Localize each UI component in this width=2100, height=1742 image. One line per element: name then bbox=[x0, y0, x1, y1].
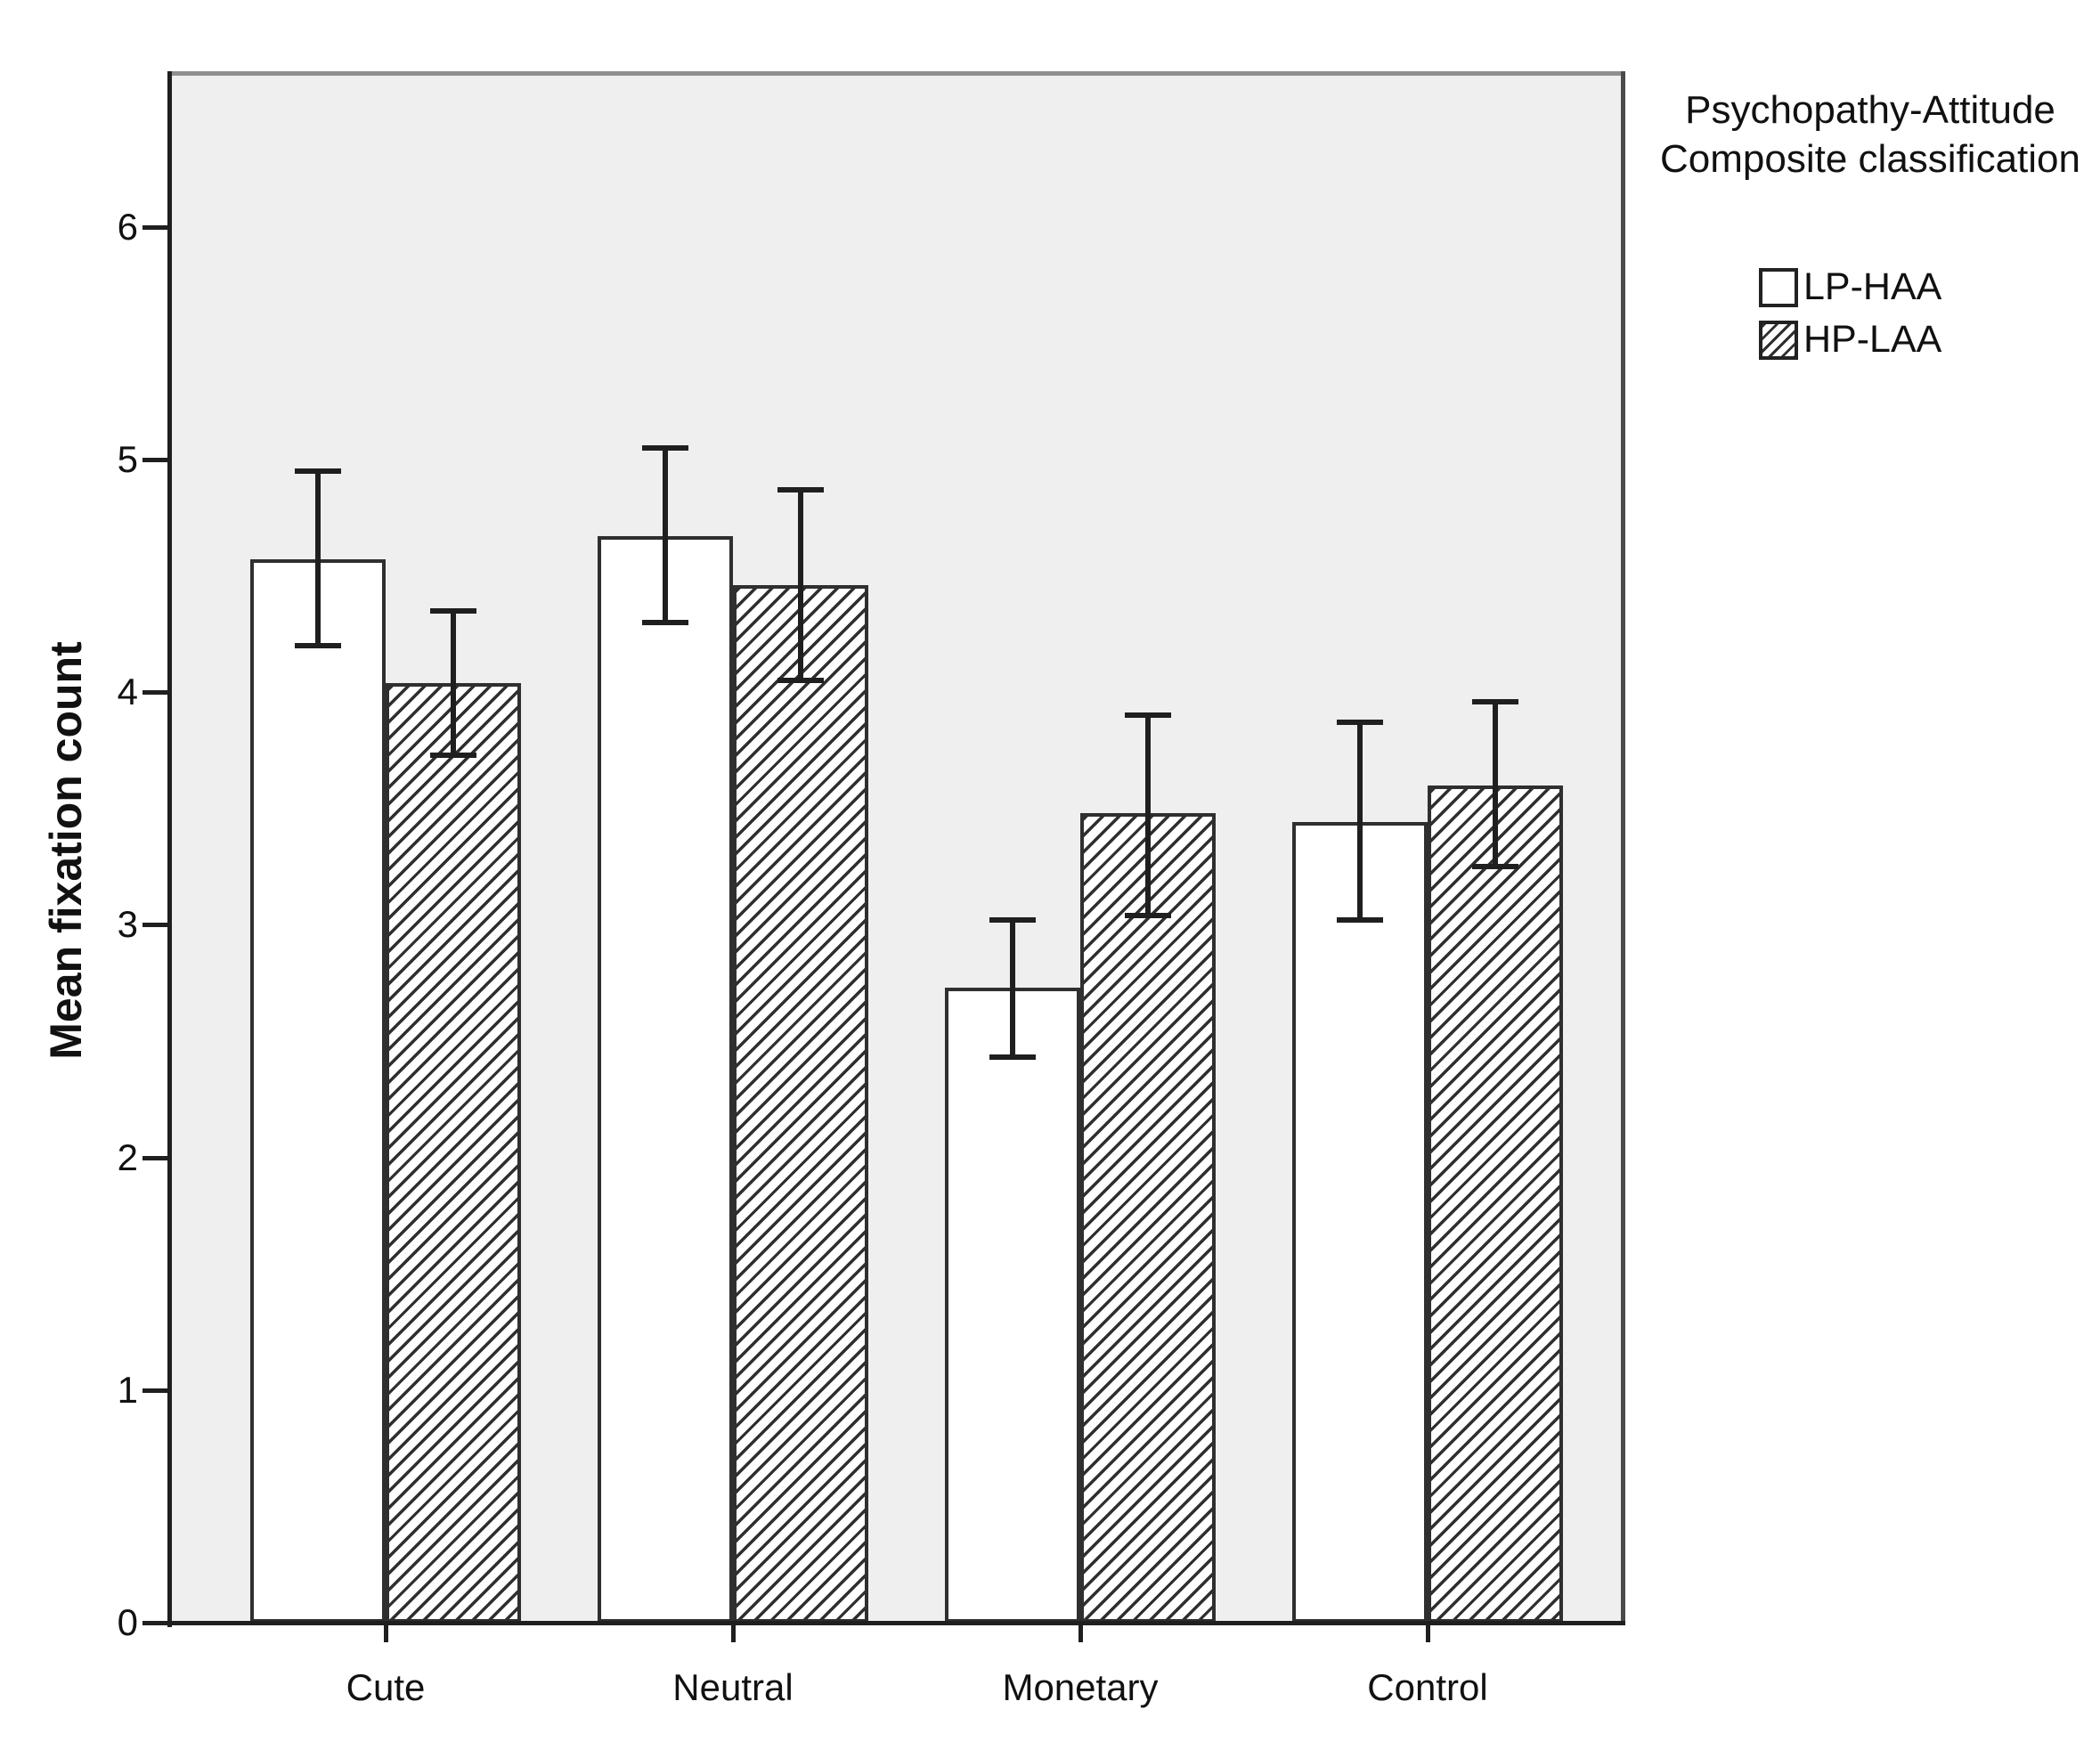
bar-lp-haa-cute bbox=[250, 559, 386, 1623]
legend-label-lp-haa: LP-HAA bbox=[1803, 265, 1942, 308]
error-bar-hp-laa-neutral bbox=[798, 489, 803, 681]
x-tick-label-cute: Cute bbox=[346, 1666, 426, 1708]
error-cap-high-lp-haa-neutral bbox=[642, 444, 688, 451]
bar-hp-laa-neutral bbox=[733, 585, 868, 1623]
error-cap-high-hp-laa-monetary bbox=[1125, 712, 1171, 719]
y-tick-label-6: 6 bbox=[117, 205, 138, 248]
error-cap-low-hp-laa-cute bbox=[430, 752, 476, 758]
bar-hp-laa-cute bbox=[386, 683, 521, 1623]
y-axis-line bbox=[167, 71, 172, 1627]
x-tick-monetary bbox=[1078, 1623, 1083, 1642]
error-cap-low-lp-haa-neutral bbox=[642, 619, 688, 625]
x-tick-label-neutral: Neutral bbox=[672, 1666, 794, 1708]
plot-frame-right bbox=[1621, 71, 1625, 1623]
x-tick-label-monetary: Monetary bbox=[1002, 1666, 1159, 1708]
bar-hp-laa-control bbox=[1428, 786, 1563, 1623]
error-cap-high-lp-haa-cute bbox=[295, 468, 341, 475]
x-axis-line bbox=[167, 1621, 1625, 1625]
y-tick-label-1: 1 bbox=[117, 1368, 138, 1411]
plot-frame-top bbox=[167, 71, 1625, 76]
x-tick-neutral bbox=[731, 1623, 736, 1642]
legend-item-lp-haa: LP-HAA bbox=[1759, 265, 1941, 309]
error-bar-hp-laa-monetary bbox=[1145, 715, 1151, 916]
y-axis-title: Mean fixation count bbox=[41, 641, 91, 1060]
y-tick-label-0: 0 bbox=[117, 1601, 138, 1643]
legend-label-hp-laa: HP-LAA bbox=[1803, 318, 1942, 361]
error-cap-high-lp-haa-control bbox=[1337, 720, 1383, 726]
y-tick-0 bbox=[142, 1621, 172, 1625]
error-bar-lp-haa-monetary bbox=[1010, 920, 1015, 1058]
y-tick-6 bbox=[142, 224, 172, 230]
error-cap-low-lp-haa-monetary bbox=[989, 1054, 1036, 1061]
error-cap-high-hp-laa-cute bbox=[430, 607, 476, 614]
error-bar-lp-haa-cute bbox=[315, 471, 321, 646]
x-tick-control bbox=[1426, 1623, 1430, 1642]
x-tick-cute bbox=[384, 1623, 388, 1642]
y-tick-1 bbox=[142, 1388, 172, 1393]
error-cap-low-hp-laa-control bbox=[1472, 864, 1518, 870]
error-cap-high-hp-laa-control bbox=[1472, 698, 1518, 704]
error-cap-low-lp-haa-control bbox=[1337, 917, 1383, 924]
error-bar-hp-laa-control bbox=[1493, 701, 1498, 867]
error-cap-low-lp-haa-cute bbox=[295, 642, 341, 648]
error-cap-high-hp-laa-neutral bbox=[777, 486, 824, 492]
y-tick-label-5: 5 bbox=[117, 437, 138, 480]
y-tick-label-3: 3 bbox=[117, 903, 138, 946]
legend-swatch-hp-laa bbox=[1759, 320, 1798, 360]
y-tick-4 bbox=[142, 690, 172, 696]
y-tick-label-4: 4 bbox=[117, 671, 138, 713]
x-tick-label-control: Control bbox=[1367, 1666, 1488, 1708]
y-tick-label-2: 2 bbox=[117, 1136, 138, 1178]
y-tick-2 bbox=[142, 1155, 172, 1160]
legend-swatch-lp-haa bbox=[1759, 267, 1798, 307]
legend-item-hp-laa: HP-LAA bbox=[1759, 318, 1941, 362]
legend-title: Psychopathy-Attitude Composite classific… bbox=[1660, 88, 2080, 181]
error-cap-low-hp-laa-monetary bbox=[1125, 912, 1171, 918]
y-tick-3 bbox=[142, 923, 172, 928]
bar-lp-haa-control bbox=[1292, 822, 1428, 1623]
legend-items: LP-HAA HP-LAA bbox=[1759, 265, 1941, 370]
y-tick-5 bbox=[142, 457, 172, 462]
plot-area bbox=[172, 76, 1621, 1623]
error-cap-low-hp-laa-neutral bbox=[777, 678, 824, 684]
bar-hp-laa-monetary bbox=[1080, 813, 1216, 1623]
bar-lp-haa-monetary bbox=[945, 988, 1080, 1623]
error-cap-high-lp-haa-monetary bbox=[989, 917, 1036, 924]
error-bar-lp-haa-control bbox=[1357, 722, 1363, 921]
error-bar-lp-haa-neutral bbox=[663, 447, 668, 623]
bar-lp-haa-neutral bbox=[598, 536, 733, 1623]
error-bar-hp-laa-cute bbox=[451, 610, 456, 755]
